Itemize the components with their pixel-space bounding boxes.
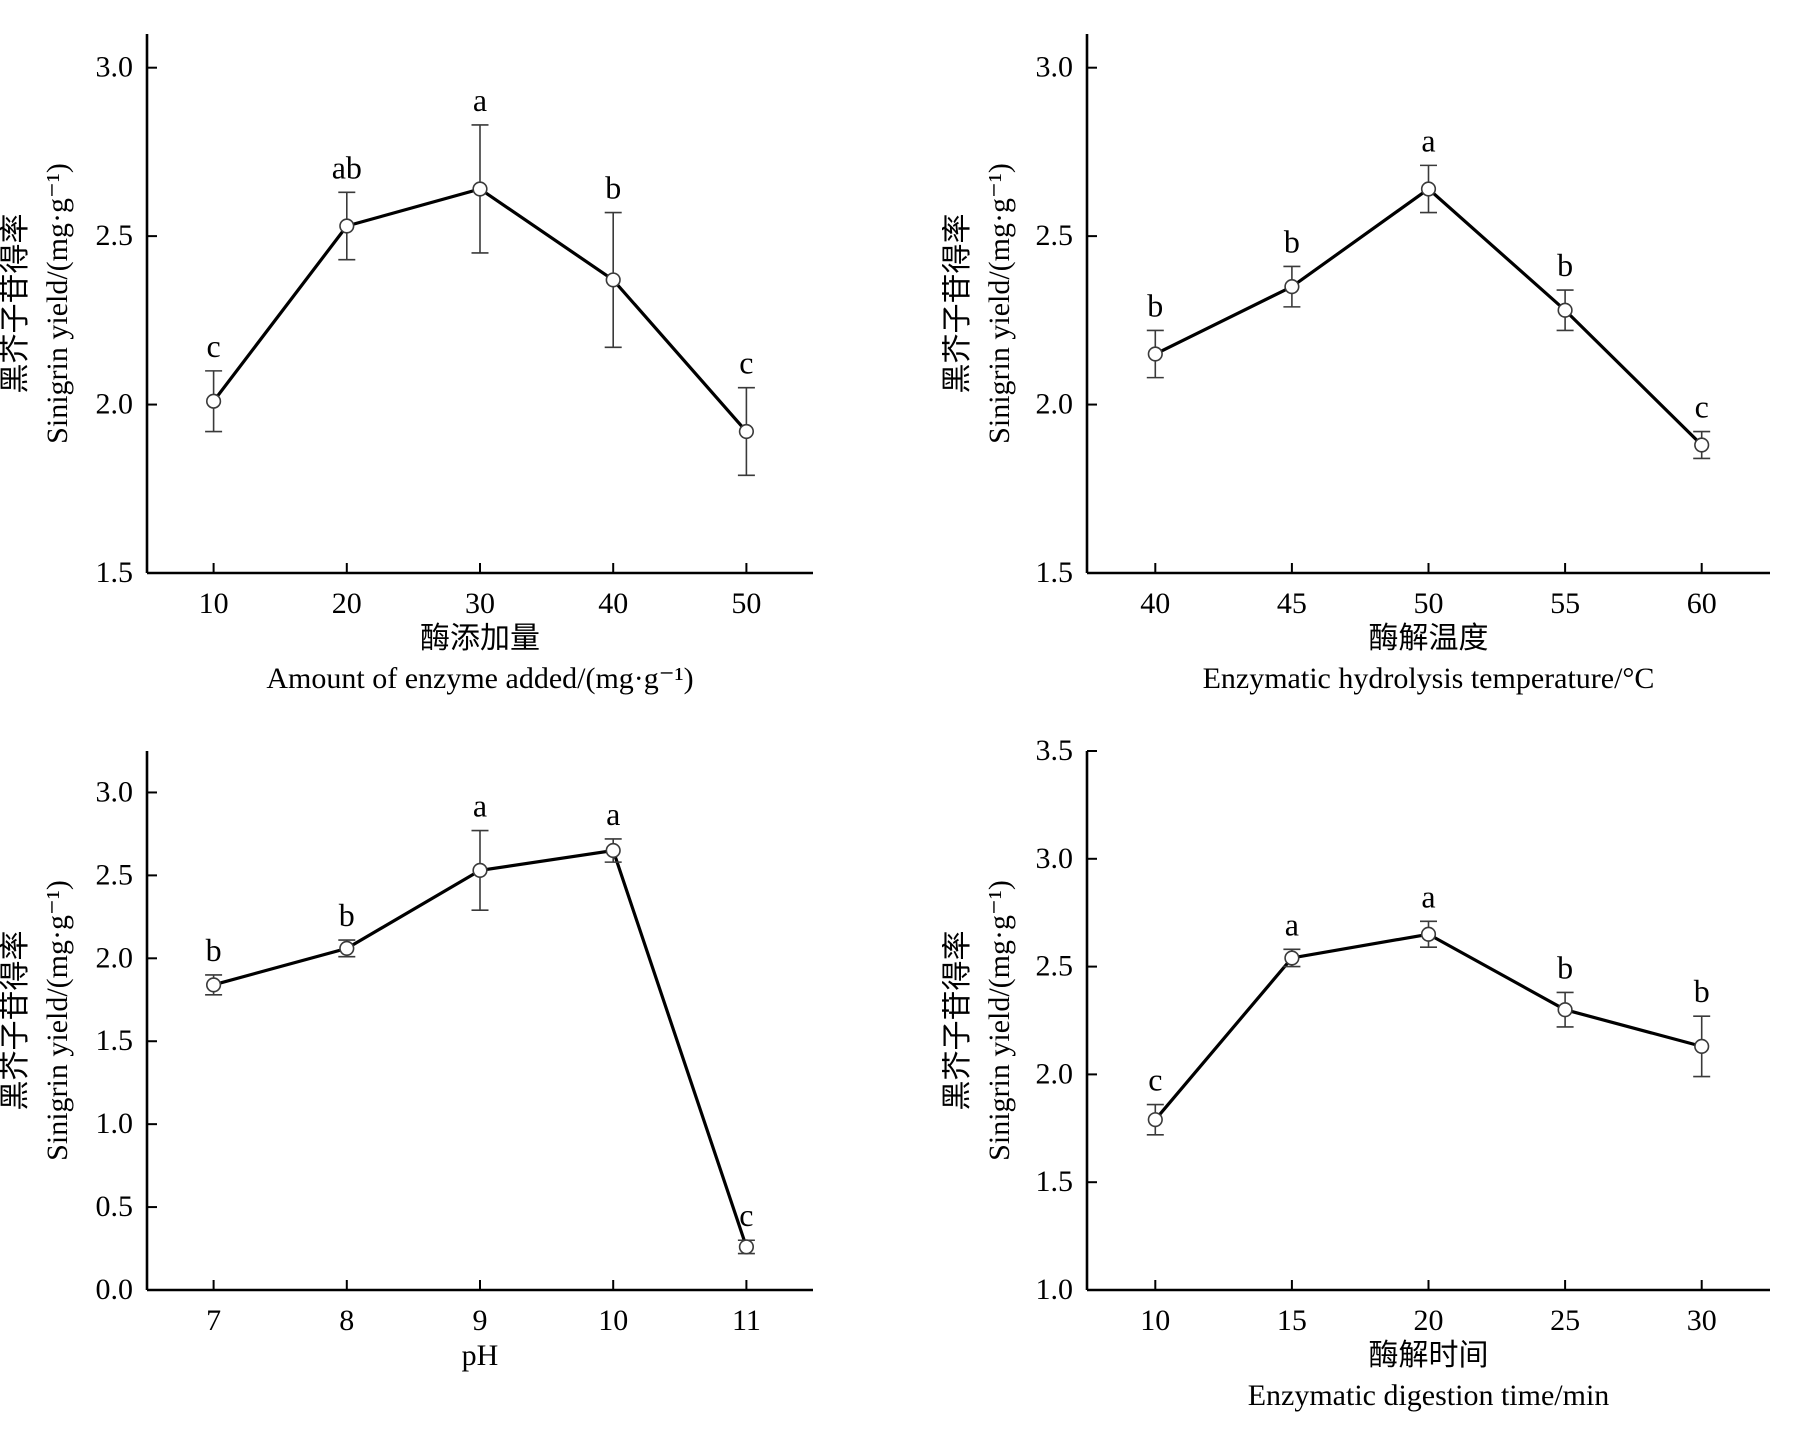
svg-text:b: b: [206, 932, 222, 968]
svg-text:60: 60: [1687, 587, 1717, 620]
svg-text:1.0: 1.0: [1036, 1273, 1074, 1306]
svg-text:25: 25: [1550, 1304, 1580, 1337]
svg-text:10: 10: [598, 1304, 628, 1337]
svg-text:b: b: [1284, 223, 1300, 259]
svg-text:pH: pH: [462, 1339, 499, 1372]
svg-text:Amount of enzyme added/(mg·g⁻¹: Amount of enzyme added/(mg·g⁻¹): [266, 662, 693, 695]
svg-text:1.5: 1.5: [96, 556, 134, 589]
svg-text:3.0: 3.0: [1036, 51, 1074, 84]
svg-text:3.5: 3.5: [1036, 734, 1074, 767]
svg-text:0.5: 0.5: [96, 1190, 134, 1223]
svg-text:2.0: 2.0: [1036, 388, 1074, 421]
svg-text:2.5: 2.5: [96, 858, 134, 891]
svg-text:b: b: [1694, 973, 1710, 1009]
svg-text:酶解温度: 酶解温度: [1369, 622, 1489, 655]
svg-text:3.0: 3.0: [96, 775, 134, 808]
svg-text:40: 40: [598, 587, 628, 620]
svg-text:50: 50: [1414, 587, 1444, 620]
svg-text:b: b: [1557, 949, 1573, 985]
svg-text:c: c: [739, 345, 753, 381]
svg-text:20: 20: [1414, 1304, 1444, 1337]
svg-text:30: 30: [1687, 1304, 1717, 1337]
svg-text:黑芥子苷得率: 黑芥子苷得率: [942, 214, 974, 394]
svg-text:7: 7: [206, 1304, 221, 1337]
svg-text:黑芥子苷得率: 黑芥子苷得率: [942, 931, 974, 1111]
svg-text:2.0: 2.0: [96, 388, 134, 421]
svg-text:a: a: [1421, 122, 1435, 158]
svg-text:Sinigrin yield/(mg·g⁻¹): Sinigrin yield/(mg·g⁻¹): [983, 880, 1016, 1161]
svg-text:45: 45: [1277, 587, 1307, 620]
svg-text:1.5: 1.5: [96, 1024, 134, 1057]
svg-text:b: b: [1557, 247, 1573, 283]
svg-text:2.0: 2.0: [1036, 1057, 1074, 1090]
svg-text:20: 20: [332, 587, 362, 620]
svg-text:2.5: 2.5: [1036, 950, 1074, 983]
svg-text:30: 30: [465, 587, 495, 620]
svg-text:9: 9: [473, 1304, 488, 1337]
svg-text:10: 10: [199, 587, 229, 620]
svg-text:酶解时间: 酶解时间: [1369, 1339, 1489, 1372]
svg-text:1.5: 1.5: [1036, 556, 1074, 589]
svg-text:Sinigrin yield/(mg·g⁻¹): Sinigrin yield/(mg·g⁻¹): [41, 163, 74, 444]
svg-text:50: 50: [731, 587, 761, 620]
svg-text:Enzymatic digestion time/min: Enzymatic digestion time/min: [1248, 1379, 1610, 1412]
svg-text:55: 55: [1550, 587, 1580, 620]
svg-text:a: a: [1421, 878, 1435, 914]
svg-text:Enzymatic hydrolysis temperatu: Enzymatic hydrolysis temperature/°C: [1203, 662, 1655, 695]
svg-text:8: 8: [339, 1304, 354, 1337]
svg-text:Sinigrin yield/(mg·g⁻¹): Sinigrin yield/(mg·g⁻¹): [983, 163, 1016, 444]
svg-text:黑芥子苷得率: 黑芥子苷得率: [0, 214, 32, 394]
svg-text:2.5: 2.5: [96, 219, 134, 252]
svg-text:Sinigrin yield/(mg·g⁻¹): Sinigrin yield/(mg·g⁻¹): [41, 880, 74, 1161]
svg-text:0.0: 0.0: [96, 1273, 134, 1306]
svg-text:3.0: 3.0: [96, 51, 134, 84]
svg-text:15: 15: [1277, 1304, 1307, 1337]
svg-text:c: c: [1148, 1062, 1162, 1098]
svg-text:黑芥子苷得率: 黑芥子苷得率: [0, 931, 32, 1111]
svg-text:1.5: 1.5: [1036, 1165, 1074, 1198]
svg-text:a: a: [1285, 906, 1299, 942]
svg-text:b: b: [605, 170, 621, 206]
svg-text:c: c: [739, 1197, 753, 1233]
svg-text:c: c: [206, 328, 220, 364]
svg-text:3.0: 3.0: [1036, 842, 1074, 875]
svg-text:酶添加量: 酶添加量: [420, 622, 540, 655]
svg-text:ab: ab: [332, 149, 362, 185]
svg-text:2.5: 2.5: [1036, 219, 1074, 252]
svg-text:10: 10: [1140, 1304, 1170, 1337]
svg-text:1.0: 1.0: [96, 1107, 134, 1140]
svg-text:a: a: [606, 796, 620, 832]
svg-text:b: b: [1147, 287, 1163, 323]
svg-text:11: 11: [732, 1304, 761, 1337]
svg-text:a: a: [473, 82, 487, 118]
svg-text:2.0: 2.0: [96, 941, 134, 974]
svg-text:a: a: [473, 788, 487, 824]
svg-text:b: b: [339, 897, 355, 933]
svg-text:40: 40: [1140, 587, 1170, 620]
svg-text:c: c: [1695, 389, 1709, 425]
